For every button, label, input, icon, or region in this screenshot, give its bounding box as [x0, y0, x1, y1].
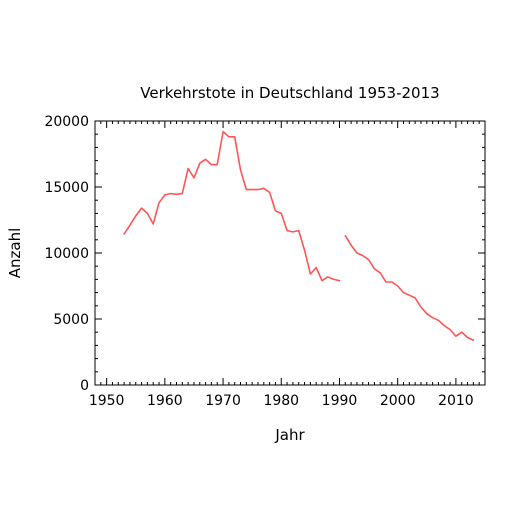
x-tick-label: 1980: [263, 393, 299, 409]
x-tick-label: 1960: [147, 393, 183, 409]
x-tick-label: 2010: [438, 393, 474, 409]
y-tick-label: 20000: [44, 114, 89, 130]
y-tick-label: 5000: [53, 312, 89, 328]
x-tick-label: 1970: [205, 393, 241, 409]
plot-frame: [94, 120, 486, 386]
series-group: [123, 130, 475, 341]
chart-title: Verkehrstote in Deutschland 1953-2013: [140, 84, 439, 102]
y-tick-label: 0: [80, 378, 89, 394]
y-tick-label: 10000: [44, 246, 89, 262]
x-axis-label: Jahr: [274, 426, 305, 444]
axis-ticks: [94, 120, 486, 386]
series-line-segment-1: [123, 130, 341, 282]
tick-labels: 1950 1960 1970 1980 1990 2000 2010 0 5000 10000 15…: [44, 114, 473, 409]
series-line-segment-2: [344, 235, 475, 341]
x-tick-label: 1950: [89, 393, 125, 409]
y-tick-label: 15000: [44, 180, 89, 196]
x-tick-label: 2000: [380, 393, 416, 409]
y-axis-label: Anzahl: [6, 228, 24, 279]
x-tick-label: 1990: [322, 393, 358, 409]
